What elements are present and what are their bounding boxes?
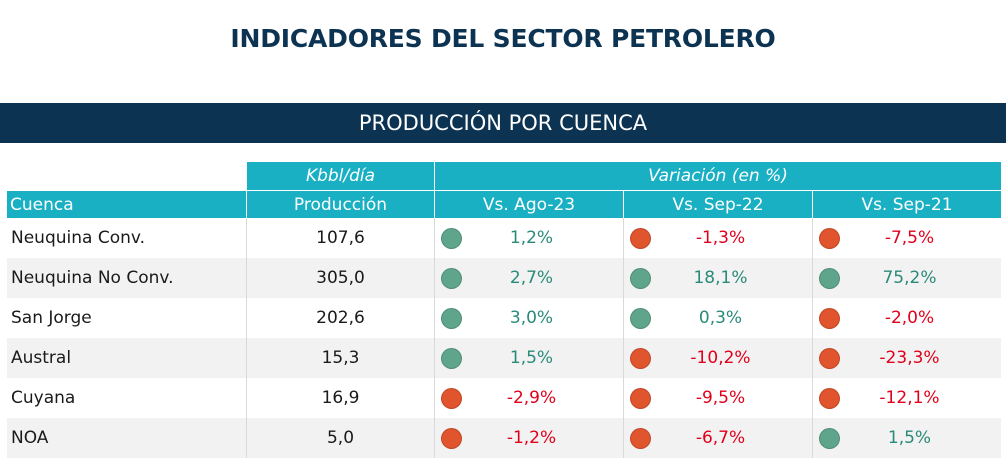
variation-percent: 75,2% bbox=[882, 268, 937, 288]
variation-percent: 18,1% bbox=[693, 268, 748, 288]
variation-cell-v1: 1,2% bbox=[434, 218, 623, 258]
positive-indicator-dot-icon bbox=[630, 307, 651, 329]
header-row-columns: Cuenca Producción Vs. Ago-23 Vs. Sep-22 … bbox=[7, 190, 1006, 218]
variation-cell-v2: 0,3% bbox=[623, 298, 812, 338]
variation-cell-v3: -7,5% bbox=[812, 218, 1001, 258]
produccion-value: 202,6 bbox=[246, 298, 434, 338]
header-unit: Kbbl/día bbox=[246, 162, 434, 190]
table-row: Neuquina Conv. 107,6 1,2% -1,3% -7,5% bbox=[7, 218, 1006, 258]
table-row: San Jorge 202,6 3,0% 0,3% -2,0% bbox=[7, 298, 1006, 338]
positive-indicator-dot-icon bbox=[630, 267, 651, 289]
header-blank bbox=[7, 162, 246, 190]
negative-indicator-dot-icon bbox=[630, 387, 651, 409]
variation-percent: -2,0% bbox=[884, 308, 935, 328]
variation-percent: -6,7% bbox=[695, 428, 746, 448]
negative-indicator-dot-icon bbox=[819, 307, 840, 329]
variation-cell-v1: 1,5% bbox=[434, 338, 623, 378]
variation-percent: 1,2% bbox=[509, 228, 554, 248]
variation-percent: 0,3% bbox=[698, 308, 743, 328]
variation-percent: -1,2% bbox=[506, 428, 557, 448]
cuenca-name: Cuyana bbox=[7, 378, 246, 418]
variation-cell-v3: 75,2% bbox=[812, 258, 1001, 298]
positive-indicator-dot-icon bbox=[819, 267, 840, 289]
variation-cell-v2: -1,3% bbox=[623, 218, 812, 258]
table-row: Austral 15,3 1,5% -10,2% -23,3% bbox=[7, 338, 1006, 378]
variation-cell-v3: -12,1% bbox=[812, 378, 1001, 418]
produccion-value: 5,0 bbox=[246, 418, 434, 458]
cuenca-name: NOA bbox=[7, 418, 246, 458]
produccion-value: 16,9 bbox=[246, 378, 434, 418]
negative-indicator-dot-icon bbox=[630, 227, 651, 249]
negative-indicator-dot-icon bbox=[630, 347, 651, 369]
variation-percent: -7,5% bbox=[884, 228, 935, 248]
header-vs-sep-22: Vs. Sep-22 bbox=[623, 191, 812, 218]
variation-percent: 2,7% bbox=[509, 268, 554, 288]
cuenca-name: Neuquina Conv. bbox=[7, 218, 246, 258]
produccion-value: 15,3 bbox=[246, 338, 434, 378]
header-variation-group: Variación (en %) bbox=[434, 162, 1001, 190]
produccion-value: 305,0 bbox=[246, 258, 434, 298]
variation-percent: 1,5% bbox=[509, 348, 554, 368]
production-table: Kbbl/día Variación (en %) Cuenca Producc… bbox=[7, 162, 1006, 458]
negative-indicator-dot-icon bbox=[630, 427, 651, 449]
header-produccion: Producción bbox=[246, 191, 434, 218]
variation-cell-v1: -2,9% bbox=[434, 378, 623, 418]
variation-cell-v1: 2,7% bbox=[434, 258, 623, 298]
page-title: INDICADORES DEL SECTOR PETROLERO bbox=[230, 24, 776, 53]
variation-cell-v2: -6,7% bbox=[623, 418, 812, 458]
variation-cell-v3: -23,3% bbox=[812, 338, 1001, 378]
table-row: NOA 5,0 -1,2% -6,7% 1,5% bbox=[7, 418, 1006, 458]
variation-percent: -2,9% bbox=[506, 388, 557, 408]
header-vs-sep-21: Vs. Sep-21 bbox=[812, 191, 1001, 218]
variation-cell-v1: -1,2% bbox=[434, 418, 623, 458]
variation-cell-v2: -10,2% bbox=[623, 338, 812, 378]
cuenca-name: Austral bbox=[7, 338, 246, 378]
variation-percent: -23,3% bbox=[879, 348, 940, 368]
section-banner: PRODUCCIÓN POR CUENCA bbox=[0, 103, 1006, 143]
produccion-value: 107,6 bbox=[246, 218, 434, 258]
negative-indicator-dot-icon bbox=[819, 387, 840, 409]
negative-indicator-dot-icon bbox=[819, 227, 840, 249]
variation-percent: -1,3% bbox=[695, 228, 746, 248]
positive-indicator-dot-icon bbox=[441, 307, 462, 329]
positive-indicator-dot-icon bbox=[441, 267, 462, 289]
header-row-top: Kbbl/día Variación (en %) bbox=[7, 162, 1006, 190]
variation-percent: 1,5% bbox=[887, 428, 932, 448]
positive-indicator-dot-icon bbox=[441, 347, 462, 369]
positive-indicator-dot-icon bbox=[441, 227, 462, 249]
negative-indicator-dot-icon bbox=[819, 347, 840, 369]
cuenca-name: San Jorge bbox=[7, 298, 246, 338]
variation-cell-v2: -9,5% bbox=[623, 378, 812, 418]
negative-indicator-dot-icon bbox=[441, 427, 462, 449]
variation-percent: -10,2% bbox=[690, 348, 751, 368]
variation-percent: -9,5% bbox=[695, 388, 746, 408]
cuenca-name: Neuquina No Conv. bbox=[7, 258, 246, 298]
variation-cell-v3: 1,5% bbox=[812, 418, 1001, 458]
variation-cell-v2: 18,1% bbox=[623, 258, 812, 298]
header-vs-ago-23: Vs. Ago-23 bbox=[434, 191, 623, 218]
table-row: Neuquina No Conv. 305,0 2,7% 18,1% 75,2% bbox=[7, 258, 1006, 298]
variation-percent: -12,1% bbox=[879, 388, 940, 408]
table-row: Cuyana 16,9 -2,9% -9,5% -12,1% bbox=[7, 378, 1006, 418]
negative-indicator-dot-icon bbox=[441, 387, 462, 409]
positive-indicator-dot-icon bbox=[819, 427, 840, 449]
variation-cell-v3: -2,0% bbox=[812, 298, 1001, 338]
variation-percent: 3,0% bbox=[509, 308, 554, 328]
variation-cell-v1: 3,0% bbox=[434, 298, 623, 338]
header-cuenca: Cuenca bbox=[7, 191, 246, 218]
